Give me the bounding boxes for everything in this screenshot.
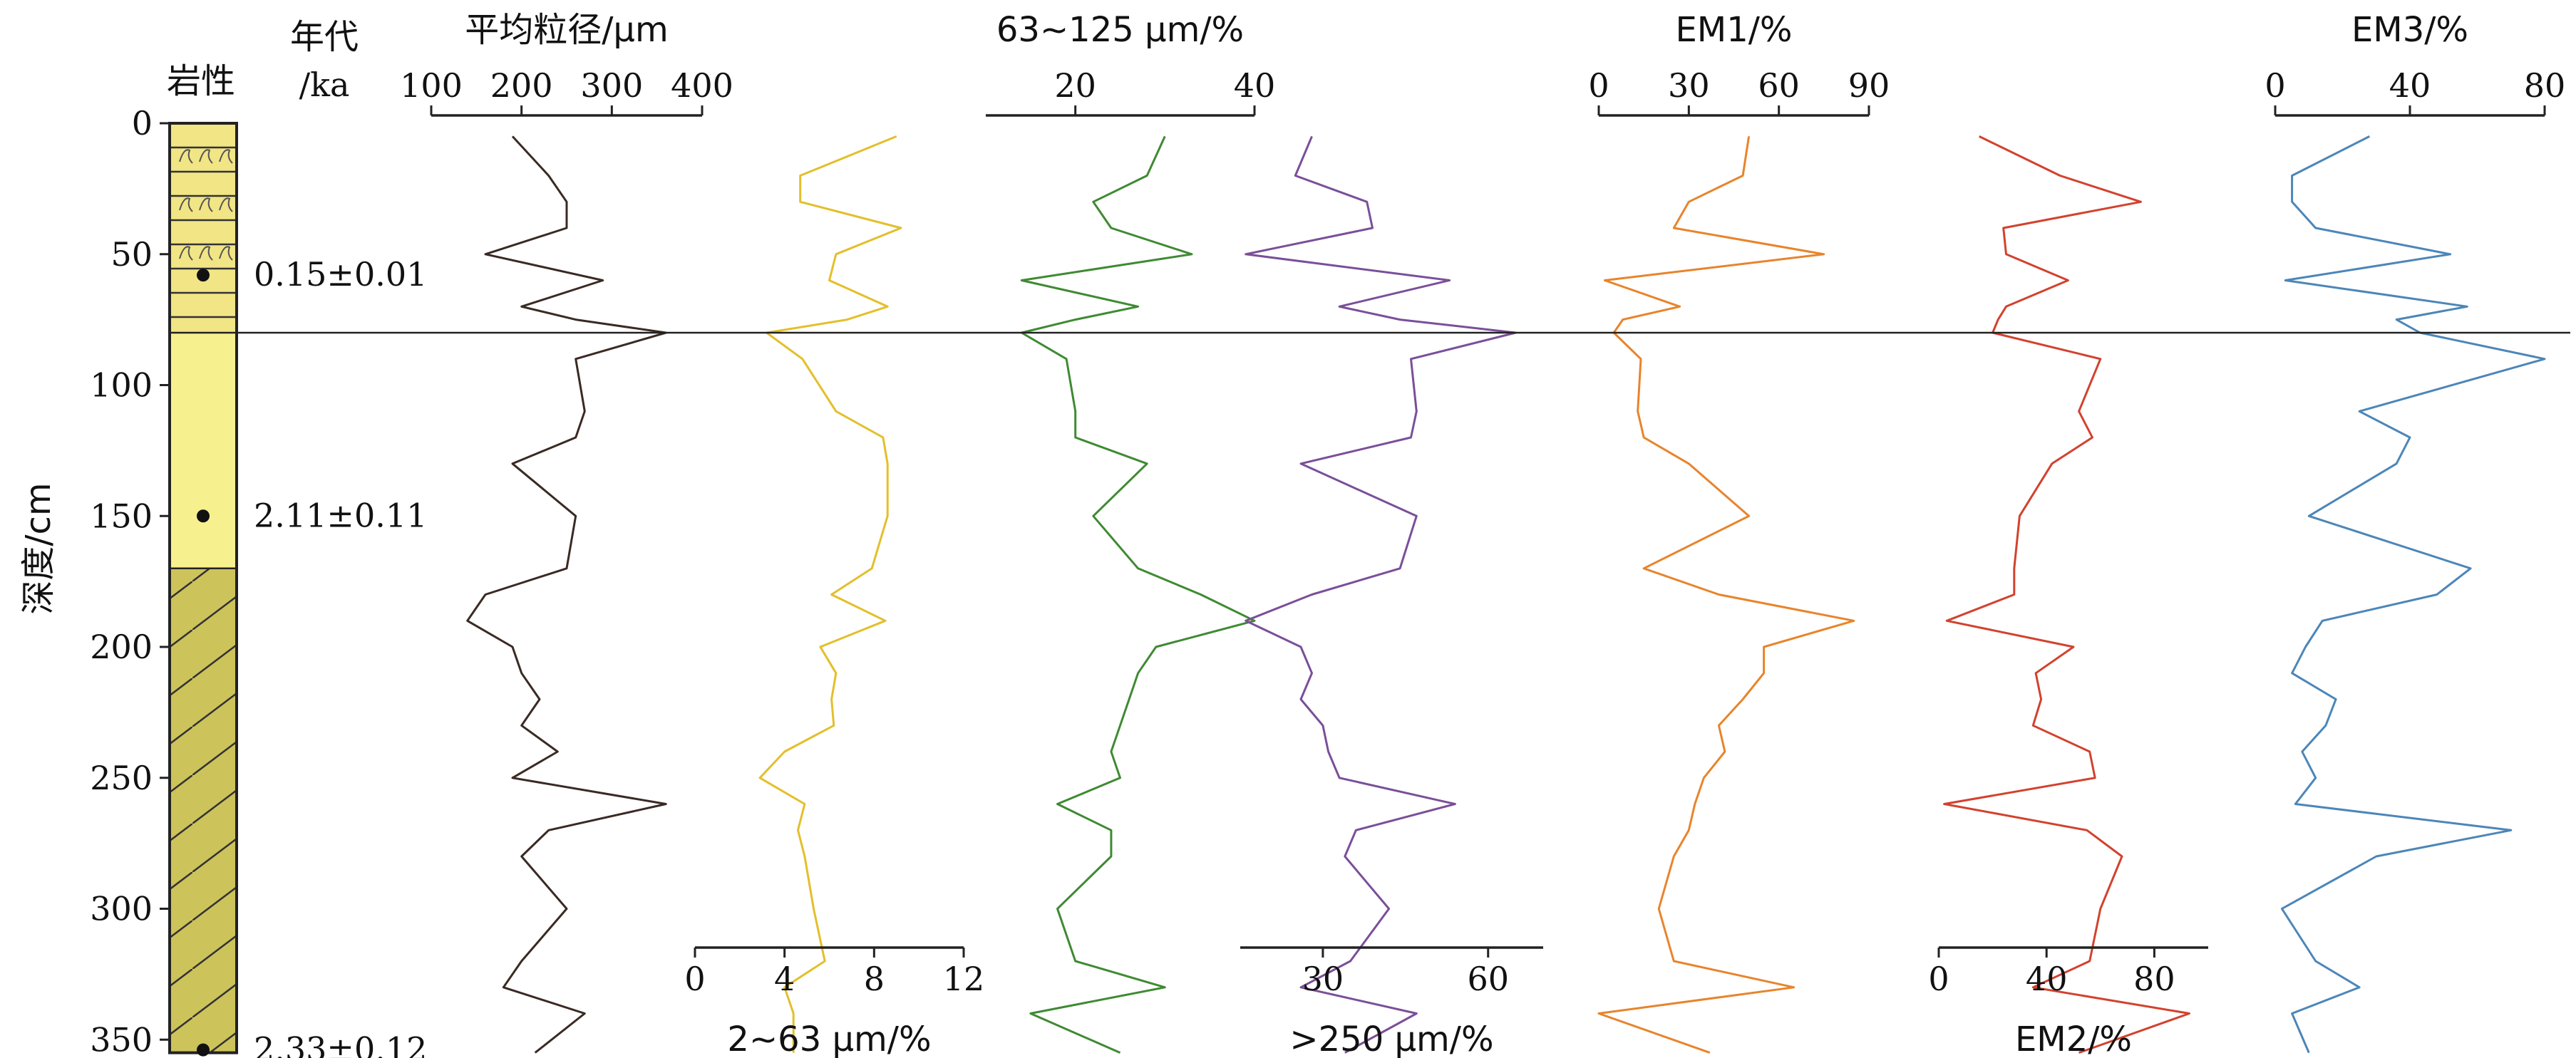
series-line-5 bbox=[1597, 136, 1855, 1054]
series-axis-tick-label: 0 bbox=[1928, 960, 1949, 998]
series-line-6 bbox=[1943, 135, 2190, 1054]
series-axis-tick-label: 100 bbox=[400, 66, 463, 105]
age-sample-label: 2.11±0.11 bbox=[254, 496, 427, 534]
age-sample-dot bbox=[197, 509, 210, 523]
depth-tick-label: 50 bbox=[110, 235, 153, 274]
series-axis-tick-label: 0 bbox=[1588, 66, 1609, 105]
series-axis-tick-label: 30 bbox=[1668, 66, 1710, 105]
shell-symbol bbox=[179, 197, 193, 212]
age-sample-label: 2.33±0.12 bbox=[254, 1030, 427, 1058]
series-line-2 bbox=[758, 135, 902, 1053]
age-header-line1: 年代 bbox=[290, 17, 359, 57]
series-axis-tick-label: 8 bbox=[864, 960, 885, 998]
series-axis-title: EM1/% bbox=[1675, 10, 1792, 50]
age-sample-dot bbox=[197, 1043, 210, 1057]
depth-tick-label: 100 bbox=[90, 366, 153, 405]
shell-symbol bbox=[219, 197, 233, 212]
age-sample-dot bbox=[197, 269, 210, 282]
series-axis-tick-label: 40 bbox=[2026, 960, 2068, 998]
depth-axis-label: 深度/cm bbox=[19, 482, 58, 614]
series-axis-tick-label: 40 bbox=[1234, 66, 1276, 105]
depth-tick-label: 0 bbox=[132, 104, 153, 142]
series-axis-tick-label: 4 bbox=[774, 960, 795, 998]
series-axis-tick-label: 40 bbox=[2389, 66, 2431, 105]
depth-axis: 0 50 100 150 200 250 300 350 bbox=[90, 104, 170, 1058]
lithology-hatch bbox=[170, 568, 237, 1053]
age-labels: 0.15±0.01 2.11±0.11 2.33±0.12 bbox=[197, 255, 427, 1058]
shell-symbol bbox=[179, 246, 193, 261]
series-line-1 bbox=[466, 135, 667, 1054]
lithology-unit-1 bbox=[170, 333, 237, 569]
series-axis-title: EM3/% bbox=[2351, 10, 2468, 50]
series-axis-title: EM2/% bbox=[2015, 1020, 2132, 1058]
series-axis-tick-label: 60 bbox=[1758, 66, 1800, 105]
age-sample-label: 0.15±0.01 bbox=[254, 255, 427, 294]
shell-symbol bbox=[199, 149, 213, 164]
depth-tick-label: 350 bbox=[90, 1020, 153, 1058]
shell-symbol bbox=[219, 149, 233, 164]
lithology-header: 岩性 bbox=[167, 61, 235, 101]
series-axis-tick-label: 400 bbox=[671, 66, 733, 105]
series-line-4 bbox=[1245, 135, 1517, 1054]
series-axis-tick-label: 30 bbox=[1302, 960, 1344, 998]
data-series bbox=[466, 135, 2546, 1054]
lithology-column bbox=[168, 122, 238, 1054]
series-axis-title: 2~63 μm/% bbox=[727, 1020, 931, 1058]
series-axis-tick-label: 80 bbox=[2524, 66, 2566, 105]
series-axis-tick-label: 60 bbox=[1467, 960, 1509, 998]
depth-tick-label: 150 bbox=[90, 497, 153, 535]
series-axis-tick-label: 20 bbox=[1054, 66, 1096, 105]
lithology-unit-0 bbox=[170, 123, 237, 333]
age-header-line2: /ka bbox=[299, 66, 350, 104]
series-line-3 bbox=[1020, 135, 1256, 1054]
depth-tick-label: 200 bbox=[90, 628, 153, 666]
shell-symbol bbox=[179, 149, 193, 164]
series-axis-tick-label: 90 bbox=[1848, 66, 1890, 105]
shell-symbol bbox=[199, 246, 213, 261]
series-axis-tick-label: 12 bbox=[943, 960, 985, 998]
series-axis-tick-label: 80 bbox=[2133, 960, 2175, 998]
shell-symbol bbox=[219, 246, 233, 261]
series-axis-title: 平均粒径/μm bbox=[465, 10, 668, 50]
series-line-7 bbox=[2280, 135, 2546, 1054]
series-axis-tick-label: 300 bbox=[580, 66, 643, 105]
series-axis-tick-label: 200 bbox=[490, 66, 553, 105]
depth-tick-label: 300 bbox=[90, 890, 153, 928]
series-axis-tick-label: 0 bbox=[2265, 66, 2285, 105]
depth-tick-label: 250 bbox=[90, 759, 153, 797]
series-axis-title: 63~125 μm/% bbox=[996, 10, 1244, 50]
shell-symbol bbox=[199, 197, 213, 212]
series-axis-tick-label: 0 bbox=[684, 960, 705, 998]
series-axis-title: >250 μm/% bbox=[1289, 1020, 1493, 1058]
